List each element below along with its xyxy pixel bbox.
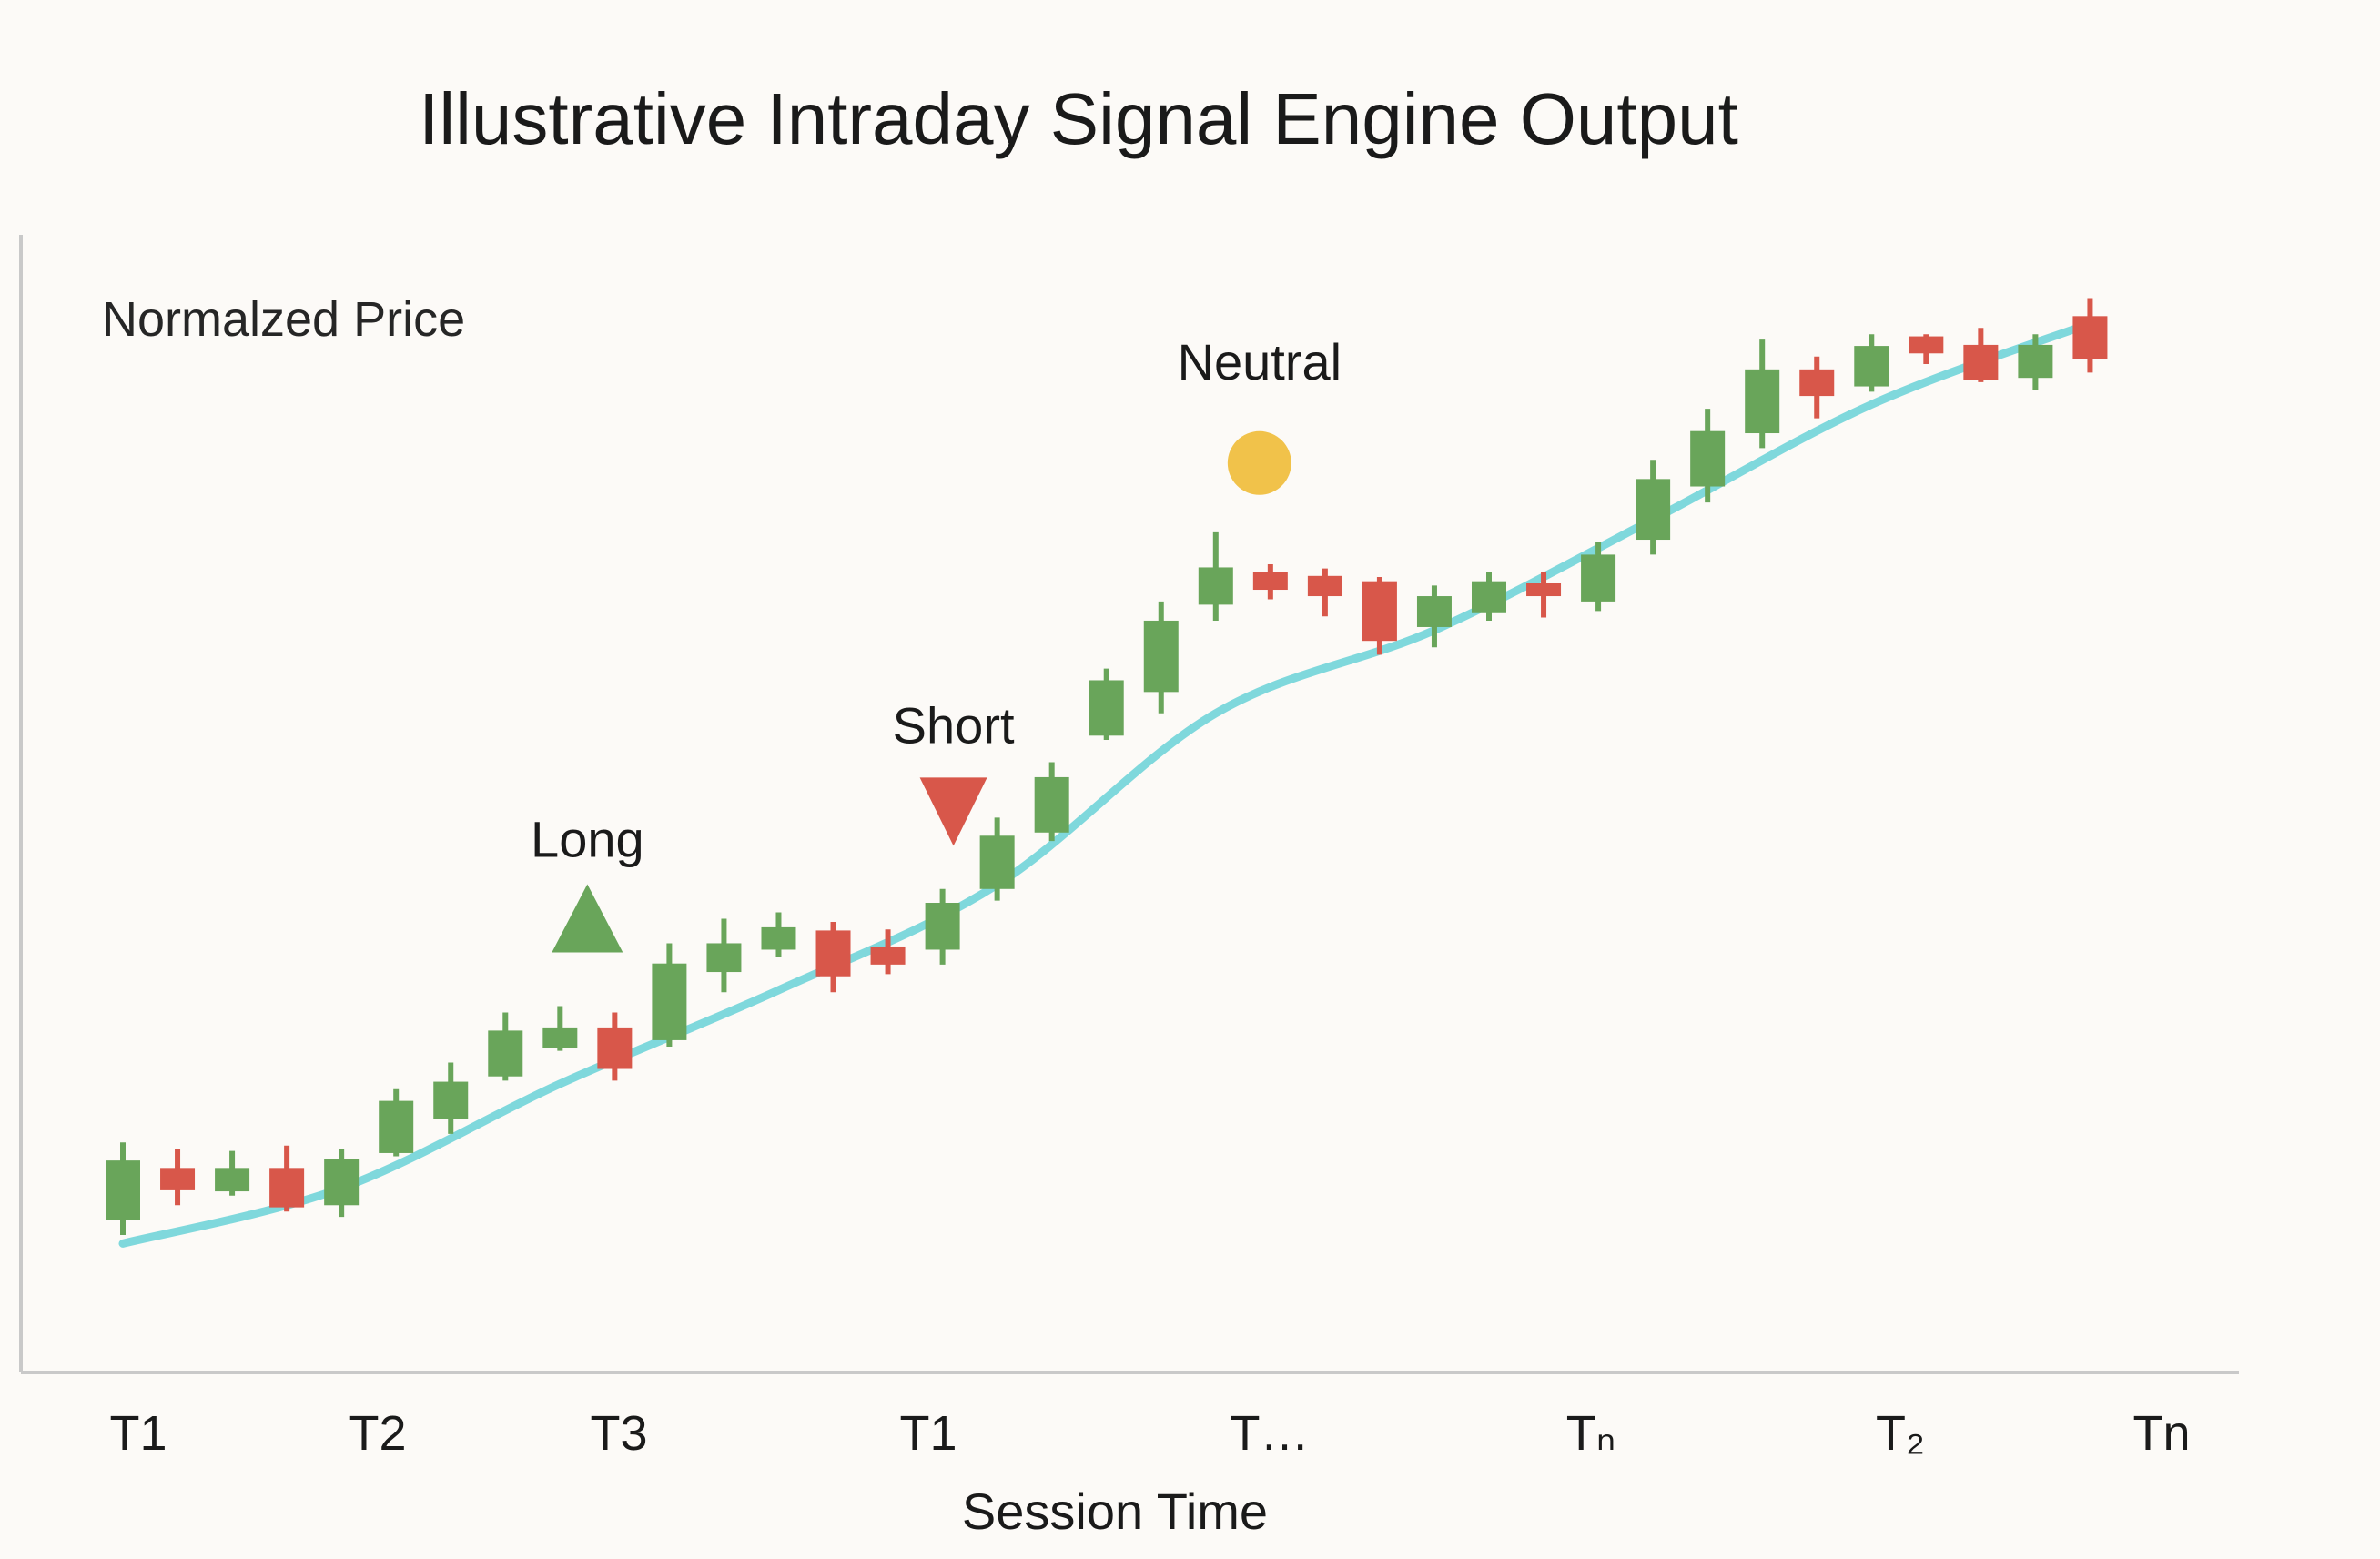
candle-body [1526, 583, 1562, 597]
x-tick-label: T2 [349, 1406, 406, 1461]
candle [1143, 601, 1179, 714]
candle [1198, 531, 1233, 621]
candle [925, 888, 960, 965]
neutral-signal-circle-icon [1227, 430, 1291, 495]
candle-body [2072, 316, 2108, 359]
candle-body [324, 1159, 360, 1206]
candle-body [1089, 680, 1124, 736]
candle-body [1416, 596, 1452, 627]
candle [2072, 298, 2108, 373]
signal-label-long: Long [531, 811, 644, 868]
long-signal-triangle-up-icon [552, 884, 623, 953]
candle [1416, 585, 1452, 648]
candle [1963, 328, 1999, 382]
candle [1745, 339, 1780, 449]
candle-body [488, 1030, 523, 1077]
candle [488, 1012, 523, 1081]
candle-body [979, 835, 1015, 889]
candle [870, 929, 906, 975]
candle-body [1909, 336, 1944, 354]
x-tick-label: T₂ [1876, 1406, 1925, 1461]
candle [1854, 334, 1889, 392]
x-tick-label: T1 [899, 1406, 957, 1461]
candle [1034, 762, 1069, 842]
candle [597, 1012, 633, 1081]
candle-body [433, 1081, 469, 1119]
candle-body [215, 1168, 250, 1192]
signal-label-short: Short [893, 696, 1015, 754]
candle [1581, 542, 1616, 612]
candle-body [106, 1160, 140, 1220]
candle [1089, 668, 1124, 740]
candle [979, 817, 1015, 901]
candle [1636, 460, 1671, 555]
candle-body [925, 903, 960, 950]
candle-body [1252, 572, 1288, 591]
candle [761, 912, 796, 957]
signal-label-neutral: Neutral [1178, 333, 1342, 390]
candle-body [269, 1168, 305, 1208]
candle [1526, 572, 1562, 618]
candle-body [2018, 344, 2053, 379]
candle [1252, 563, 1288, 600]
candle-body [706, 943, 742, 973]
trend-line [118, 319, 2094, 1248]
candle [1799, 356, 1835, 419]
candle [1362, 576, 1397, 655]
candle [815, 922, 851, 993]
candle-body [870, 946, 906, 965]
candle-body [1963, 344, 1999, 380]
candle-body [1745, 369, 1780, 434]
x-tick-label: T… [1231, 1406, 1310, 1461]
candle-body [1854, 346, 1889, 387]
candle-body [379, 1100, 414, 1153]
x-tick-label: Tₙ [1566, 1406, 1616, 1461]
candle [1909, 334, 1944, 364]
candle [1690, 409, 1726, 503]
candle [1307, 568, 1342, 617]
candle [106, 1142, 140, 1236]
x-axis-label: Session Time [962, 1483, 1268, 1540]
candle-body [652, 963, 687, 1040]
candle-body [1690, 430, 1726, 487]
candle-body [1636, 479, 1671, 541]
candle-body [1034, 776, 1069, 833]
candle-body [1198, 567, 1233, 605]
short-signal-triangle-down-icon [919, 777, 987, 846]
x-tick-label: T3 [590, 1406, 647, 1461]
candle-body [1581, 554, 1616, 602]
candle-body [761, 926, 796, 950]
candle [160, 1149, 196, 1206]
candle [324, 1149, 360, 1218]
candle-body [1472, 581, 1506, 613]
x-tick-label: T1 [109, 1406, 167, 1461]
chart-title: Illustrative Intraday Signal Engine Outp… [419, 78, 1738, 159]
candle [433, 1062, 469, 1134]
candle-body [1307, 575, 1342, 597]
candle-body [1362, 581, 1397, 642]
candle-body [1143, 620, 1179, 693]
candle [379, 1088, 414, 1157]
candle [215, 1150, 250, 1196]
x-tick-label: Tn [2132, 1406, 2190, 1461]
candle [652, 943, 687, 1047]
candle-body [815, 930, 851, 977]
candle [1472, 572, 1506, 621]
candle [269, 1145, 305, 1212]
candle-body [160, 1168, 196, 1190]
candle [542, 1006, 578, 1051]
candle [706, 918, 742, 993]
candle-body [542, 1027, 578, 1048]
candle [2018, 334, 2053, 390]
y-axis-label: Normalzed Price [102, 292, 465, 347]
candle-body [597, 1027, 633, 1069]
candle-body [1799, 369, 1835, 397]
